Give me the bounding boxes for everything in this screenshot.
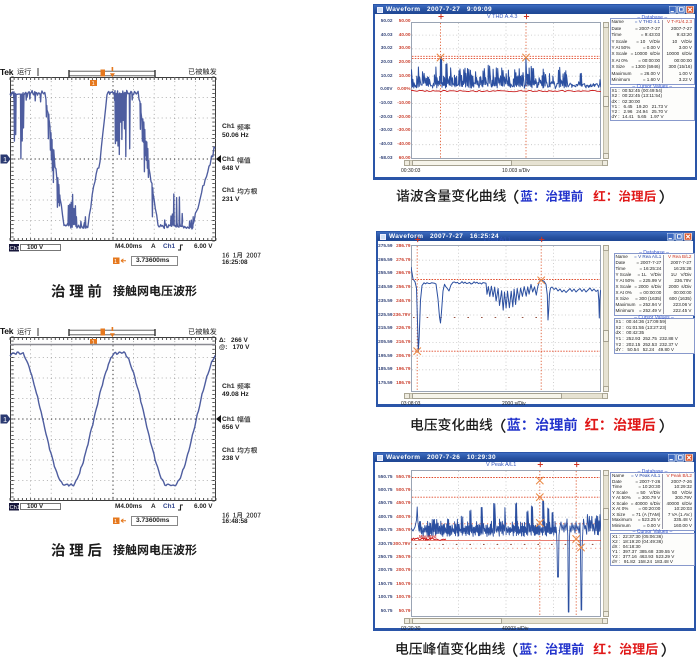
svg-text:1: 1 [3, 415, 7, 424]
svg-text:1: 1 [92, 340, 95, 346]
svg-text:Ch1: Ch1 [10, 246, 21, 252]
svg-text:1: 1 [3, 155, 7, 164]
svg-text:Ch1: Ch1 [10, 505, 21, 511]
svg-text:1: 1 [114, 518, 117, 524]
svg-text:1: 1 [114, 259, 117, 265]
svg-text:1: 1 [92, 81, 95, 87]
